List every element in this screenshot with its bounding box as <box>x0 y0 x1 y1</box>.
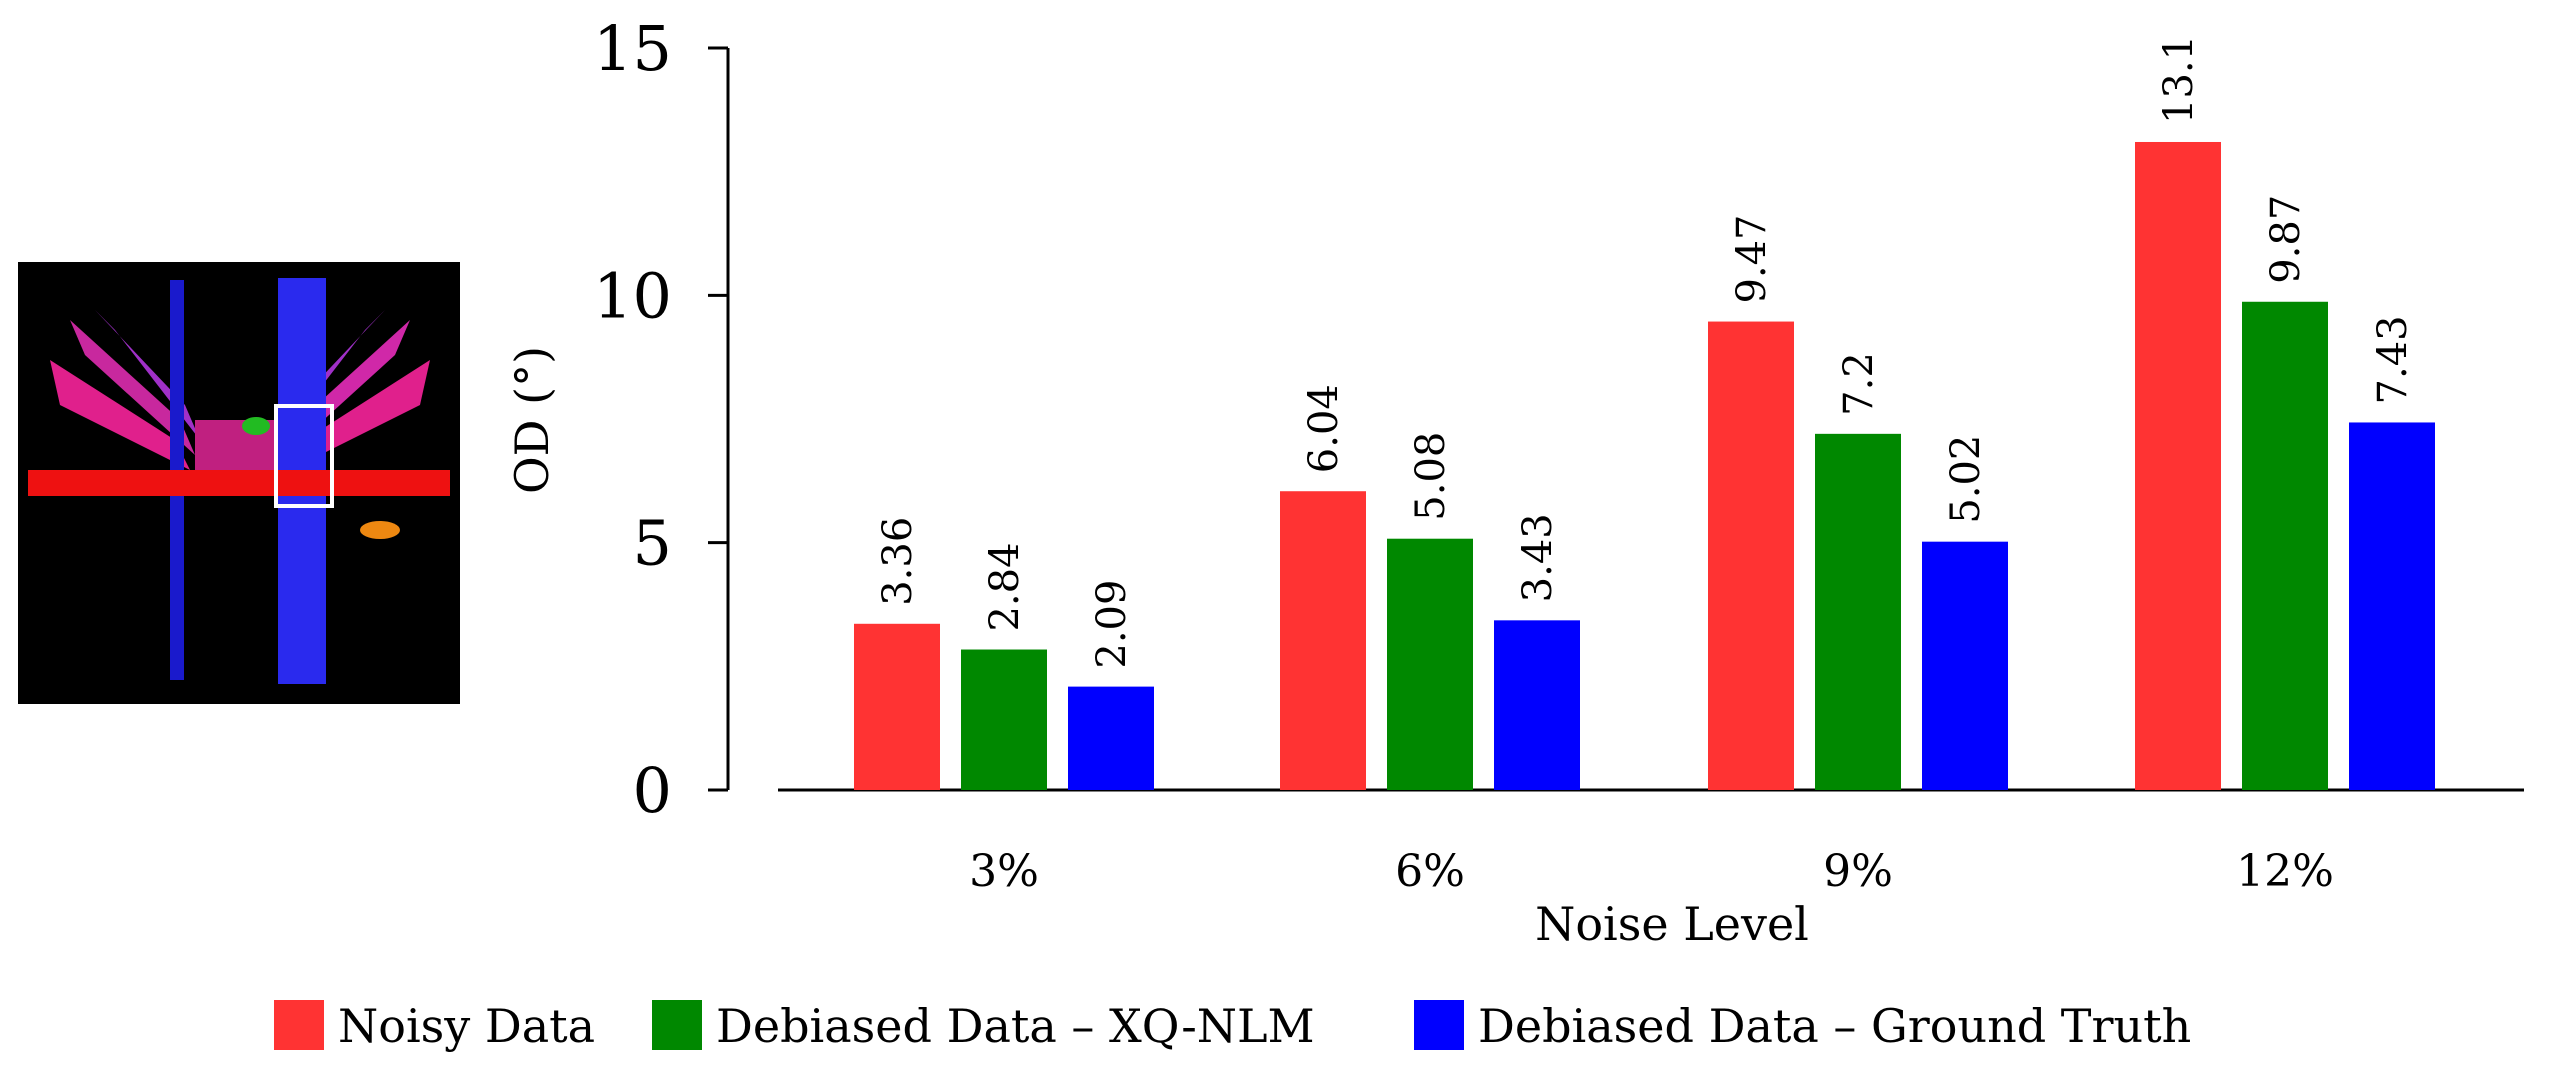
bar <box>1708 321 1794 790</box>
brain-phantom-inset-icon <box>18 262 460 704</box>
y-axis-title: OD (°) <box>505 346 559 494</box>
bar-value-label: 9.47 <box>1729 214 1775 303</box>
bar <box>2349 422 2435 790</box>
bar <box>1068 686 1154 790</box>
legend-label: Noisy Data <box>338 999 595 1053</box>
bar-value-label: 13.1 <box>2156 35 2202 124</box>
legend-swatch <box>1414 1000 1464 1050</box>
legend: Noisy Data Debiased Data – XQ-NLM Debiased… <box>274 999 2191 1053</box>
legend-label: Debiased Data – XQ-NLM <box>716 999 1315 1053</box>
bar-value-label: 7.2 <box>1836 352 1882 416</box>
bar-value-label: 5.02 <box>1943 435 1989 524</box>
bar <box>1815 433 1901 790</box>
bar <box>1494 620 1580 790</box>
bar-value-label: 7.43 <box>2370 315 2416 404</box>
x-tick-label: 12% <box>2236 846 2334 897</box>
y-tick-label: 0 <box>633 754 672 827</box>
bar <box>854 623 940 790</box>
x-tick-label: 6% <box>1395 846 1465 897</box>
bar <box>2242 301 2328 790</box>
bar <box>1387 538 1473 790</box>
x-axis-title: Noise Level <box>1535 897 1809 951</box>
bar <box>1280 491 1366 790</box>
x-tick-label: 9% <box>1823 846 1893 897</box>
bar-value-label: 5.08 <box>1408 432 1454 521</box>
x-tick-label: 3% <box>969 846 1039 897</box>
bar-value-label: 3.43 <box>1515 513 1561 602</box>
bar-value-label: 2.84 <box>982 542 1028 631</box>
bar <box>2135 141 2221 790</box>
legend-swatch <box>274 1000 324 1050</box>
bar-value-label: 3.36 <box>875 517 921 606</box>
y-tick-label: 15 <box>593 12 672 85</box>
bar <box>1922 541 2008 790</box>
bar-value-label: 9.87 <box>2263 195 2309 284</box>
y-tick-label: 10 <box>593 259 672 332</box>
bar-value-label: 6.04 <box>1301 384 1347 473</box>
legend-label: Debiased Data – Ground Truth <box>1478 999 2191 1053</box>
legend-swatch <box>652 1000 702 1050</box>
bar <box>961 649 1047 790</box>
bar-value-label: 2.09 <box>1089 580 1135 669</box>
y-tick-label: 5 <box>633 507 672 580</box>
